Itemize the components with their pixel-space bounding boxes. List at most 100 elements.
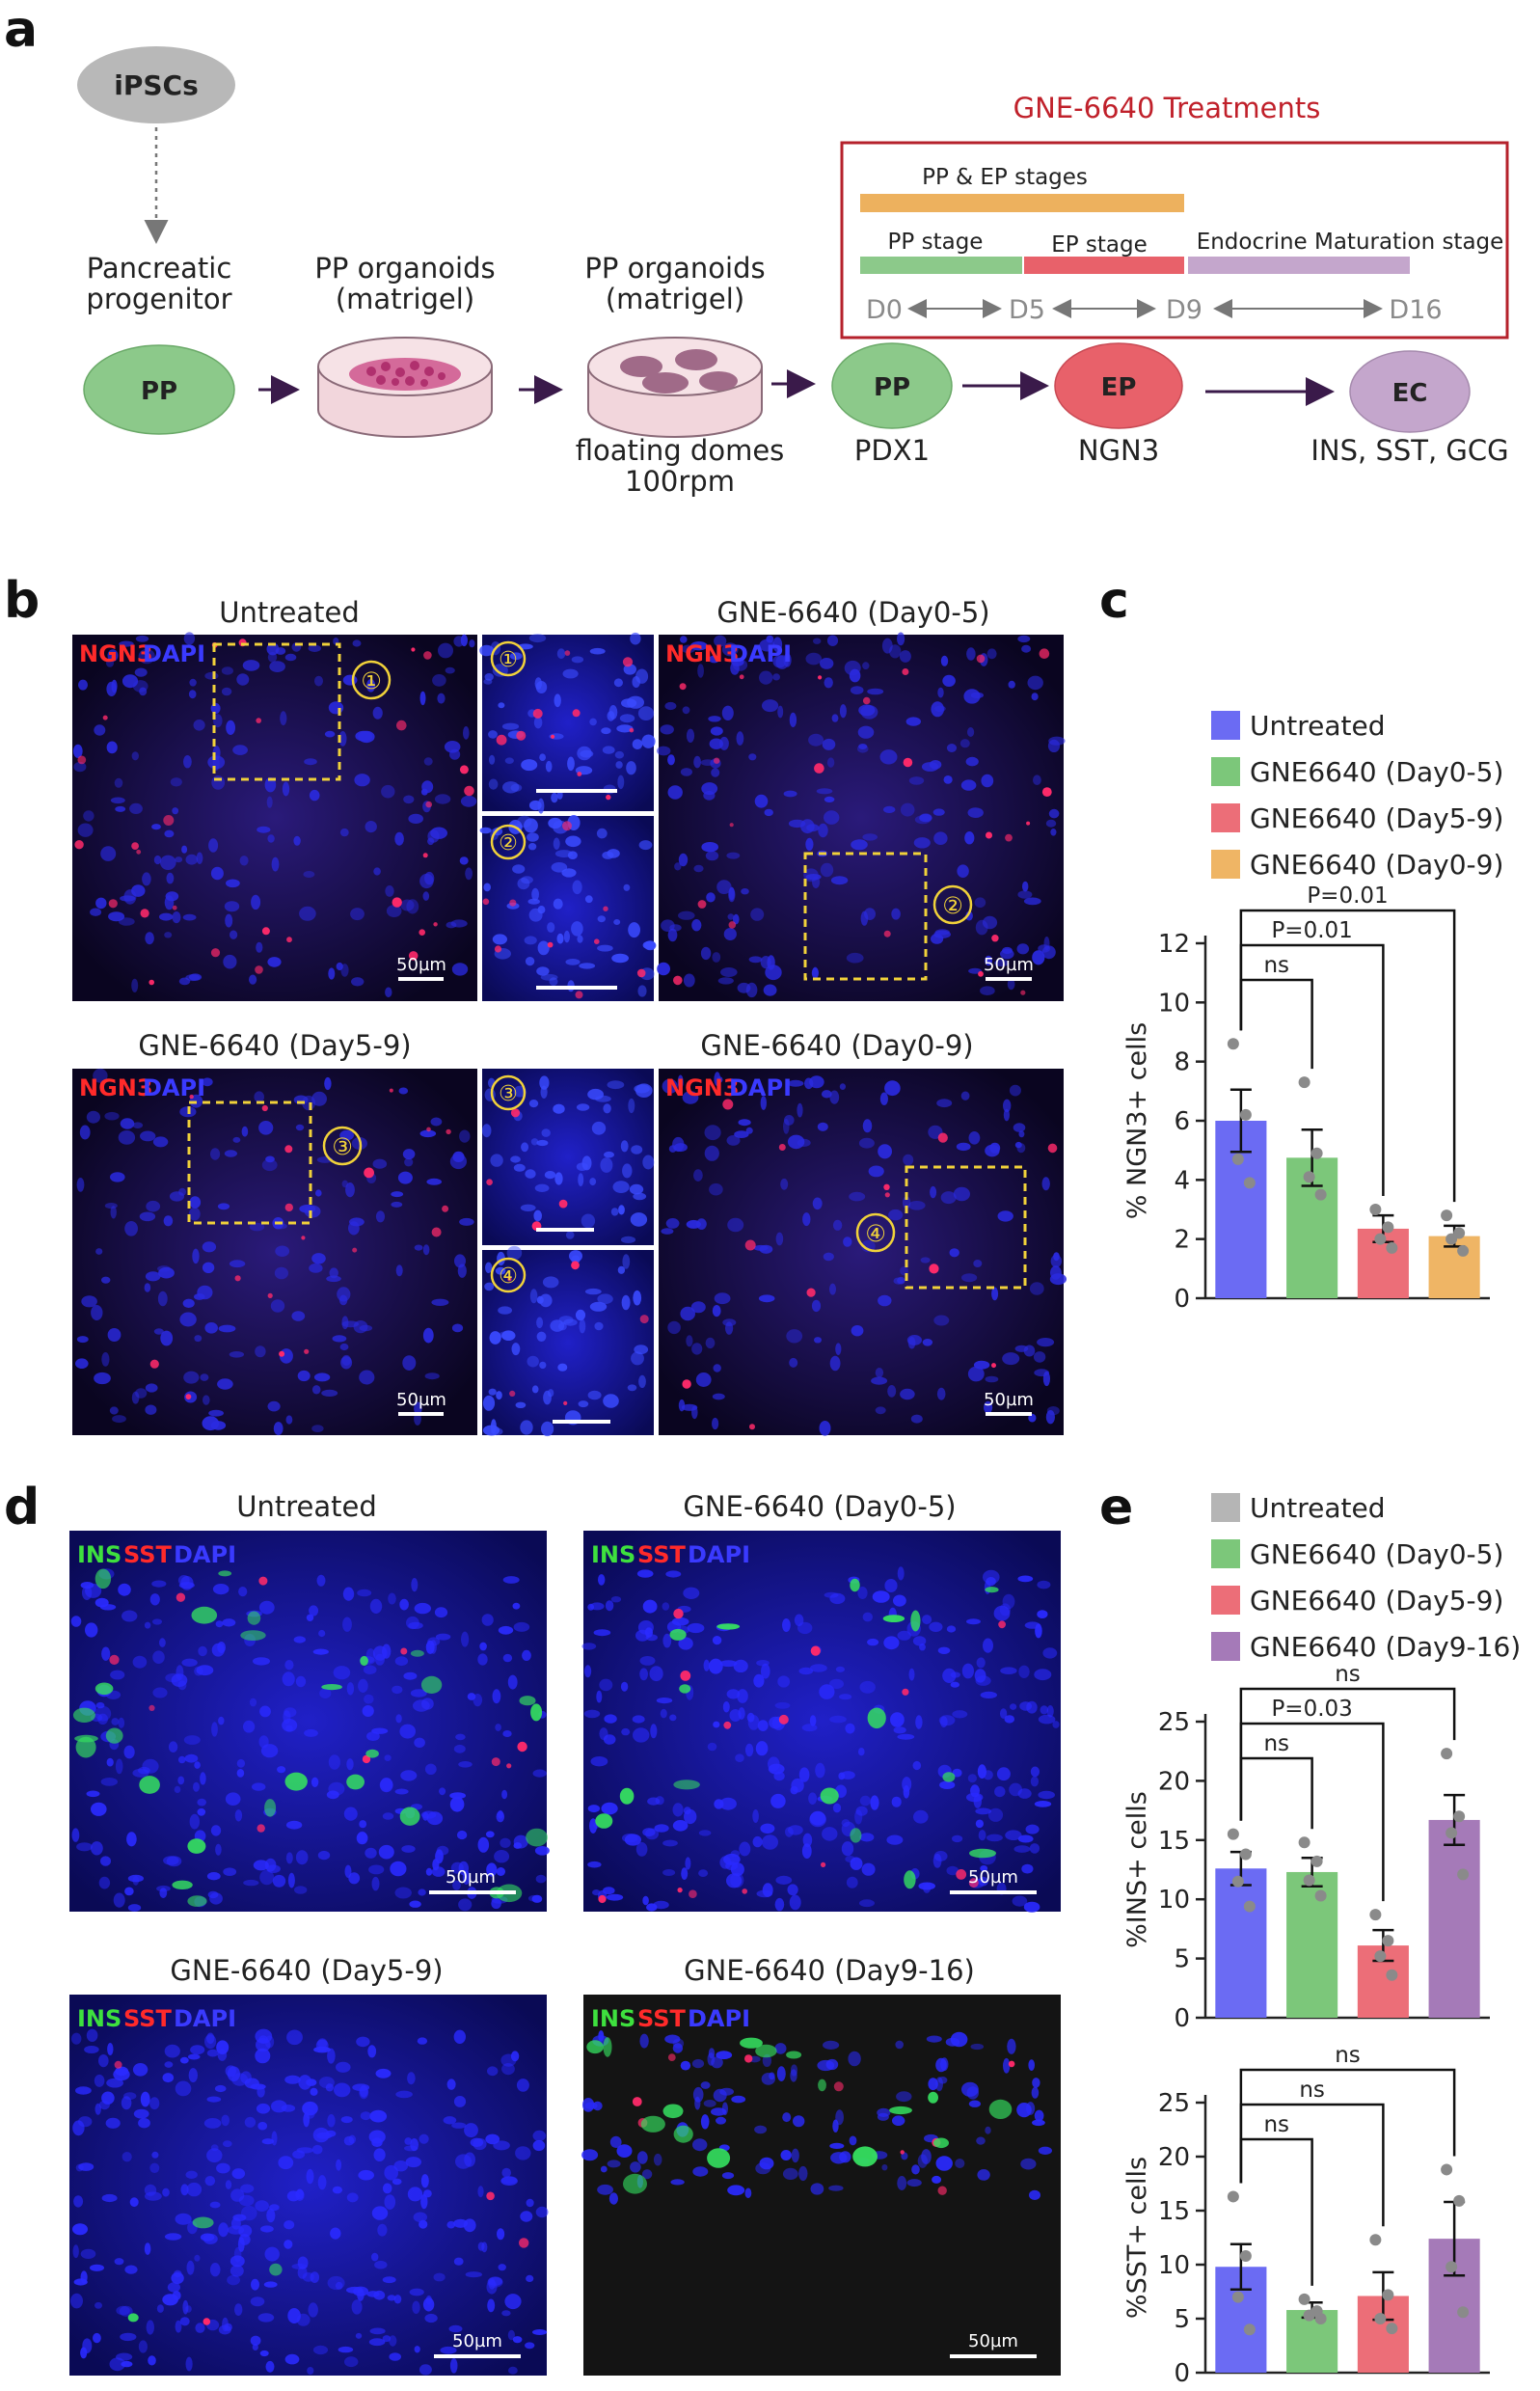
significance-bracket bbox=[1239, 909, 1456, 1203]
data-point bbox=[1441, 2163, 1453, 2176]
pp-stage-node: PP bbox=[831, 342, 953, 429]
significance-label: P=0.03 bbox=[1271, 1697, 1352, 1722]
legend-label: GNE6640 (Day0-5) bbox=[1250, 756, 1503, 788]
y-tick-label: 0 bbox=[1174, 1285, 1190, 1314]
inset-roi-2: ② bbox=[479, 815, 657, 1001]
micrograph-ngn3-day0-5: ② NGN3 DAPI 50µm bbox=[657, 632, 1066, 1001]
bar-ep-label: EP stage bbox=[1051, 232, 1148, 258]
data-point bbox=[1243, 1900, 1256, 1913]
y-axis-label: % NGN3+ cells bbox=[1122, 1022, 1152, 1219]
y-axis-label: %INS+ cells bbox=[1122, 1791, 1152, 1948]
micrograph-ins-sst-day9-16: INS SST DAPI 50µm bbox=[581, 1995, 1061, 2376]
significance-label: ns bbox=[1263, 1731, 1289, 1756]
ipsc-label: iPSCs bbox=[114, 69, 199, 101]
data-point bbox=[1231, 1875, 1244, 1888]
bar-pp-ep bbox=[860, 194, 1184, 212]
inset-marker-1: ① bbox=[499, 648, 518, 672]
scale-text: 50µm bbox=[396, 1390, 446, 1410]
ec-stage-node: EC bbox=[1349, 350, 1471, 433]
stain-ins: INS bbox=[77, 2005, 122, 2032]
legend-label: GNE6640 (Day5-9) bbox=[1250, 802, 1503, 834]
data-point bbox=[1382, 1935, 1394, 1947]
stain-sst: SST bbox=[637, 2005, 686, 2032]
day-d16: D16 bbox=[1389, 295, 1442, 325]
roi-box-1 bbox=[212, 642, 341, 781]
scale-text: 50µm bbox=[446, 1867, 496, 1888]
legend-label: Untreated bbox=[1250, 1492, 1385, 1524]
org1-caption-line1: PP organoids bbox=[314, 252, 495, 285]
y-tick-label: 10 bbox=[1158, 989, 1190, 1018]
stain-ins: INS bbox=[591, 1541, 635, 1568]
data-point bbox=[1374, 2313, 1387, 2324]
data-point bbox=[1314, 1889, 1327, 1902]
stain-ngn3: NGN3 bbox=[665, 640, 740, 667]
roi-marker-1: ① bbox=[361, 667, 382, 694]
panel-label-b: b bbox=[4, 572, 40, 630]
scale-text: 50µm bbox=[968, 2331, 1018, 2351]
data-point bbox=[1457, 1244, 1470, 1257]
stain-ins: INS bbox=[591, 2005, 635, 2032]
data-point bbox=[1369, 1909, 1382, 1921]
data-point bbox=[1369, 1204, 1382, 1215]
bar bbox=[1286, 2310, 1338, 2373]
y-tick-label: 12 bbox=[1158, 930, 1190, 959]
data-point bbox=[1227, 1828, 1239, 1840]
legend-label: GNE6640 (Day0-5) bbox=[1250, 1538, 1503, 1570]
roi-box-4 bbox=[905, 1165, 1027, 1290]
stain-dapi: DAPI bbox=[688, 1541, 750, 1568]
micrograph-ngn3-untreated: ① NGN3 DAPI 50µm bbox=[72, 632, 477, 1001]
significance-label: ns bbox=[1263, 2112, 1289, 2137]
data-point bbox=[1386, 2323, 1398, 2335]
data-point bbox=[1453, 1810, 1466, 1823]
treatments-title: GNE-6640 Treatments bbox=[1013, 92, 1321, 124]
organoid-dish-icon bbox=[317, 337, 493, 438]
pp-marker: PDX1 bbox=[854, 434, 930, 467]
y-axis-label: %SST+ cells bbox=[1122, 2157, 1152, 2319]
micrograph-ins-sst-day0-5: INS SST DAPI 50µm bbox=[581, 1531, 1061, 1913]
day-d0: D0 bbox=[866, 295, 903, 325]
stain-sst: SST bbox=[123, 1541, 172, 1568]
stain-dapi: DAPI bbox=[688, 2005, 750, 2032]
stain-sst: SST bbox=[637, 1541, 686, 1568]
org2-sub-line1: floating domes bbox=[576, 434, 785, 467]
roi-marker-4: ④ bbox=[865, 1220, 886, 1247]
significance-label: ns bbox=[1263, 953, 1289, 978]
data-point bbox=[1314, 2313, 1327, 2324]
floating-dome-dish-icon bbox=[587, 337, 763, 438]
significance-label: P=0.01 bbox=[1271, 918, 1352, 943]
inset-roi-3: ③ bbox=[481, 1069, 655, 1245]
data-point bbox=[1314, 1188, 1327, 1201]
data-point bbox=[1243, 1177, 1256, 1189]
y-tick-label: 8 bbox=[1174, 1048, 1190, 1077]
data-point bbox=[1298, 1836, 1310, 1849]
bar bbox=[1286, 1871, 1338, 2018]
bar bbox=[1428, 1819, 1480, 2018]
data-point bbox=[1386, 1241, 1398, 1254]
micrograph-ngn3-day0-9: ④ NGN3 DAPI 50µm bbox=[659, 1069, 1067, 1436]
significance-bracket bbox=[1239, 2137, 1313, 2286]
data-point bbox=[1231, 2291, 1244, 2303]
data-point bbox=[1239, 2250, 1252, 2263]
ec-stage-label: EC bbox=[1392, 379, 1428, 408]
b-title-untreated: Untreated bbox=[219, 596, 360, 629]
y-tick-label: 5 bbox=[1174, 1945, 1190, 1974]
org2-caption-line1: PP organoids bbox=[584, 252, 765, 285]
org2-caption-line2: (matrigel) bbox=[606, 283, 744, 315]
data-point bbox=[1369, 2234, 1382, 2246]
b-title-day5-9: GNE-6640 (Day5-9) bbox=[138, 1029, 411, 1062]
pp-node-label: PP bbox=[141, 377, 177, 406]
legend-label: Untreated bbox=[1250, 710, 1385, 742]
legend-label: GNE6640 (Day5-9) bbox=[1250, 1585, 1503, 1617]
inset-marker-3: ③ bbox=[499, 1082, 518, 1106]
panel-label-a: a bbox=[4, 1, 38, 59]
data-point bbox=[1382, 2289, 1394, 2301]
day-d9: D9 bbox=[1166, 295, 1202, 325]
bar-pp-ep-label: PP & EP stages bbox=[922, 165, 1088, 190]
chart-ins: Untreated GNE6640 (Day0-5) GNE6640 (Day5-9… bbox=[1122, 1492, 1521, 2033]
data-point bbox=[1453, 2194, 1466, 2207]
org1-caption-line2: (matrigel) bbox=[336, 283, 474, 315]
legend-swatch bbox=[1211, 711, 1240, 740]
data-point bbox=[1382, 1221, 1394, 1234]
y-tick-label: 4 bbox=[1174, 1166, 1190, 1195]
